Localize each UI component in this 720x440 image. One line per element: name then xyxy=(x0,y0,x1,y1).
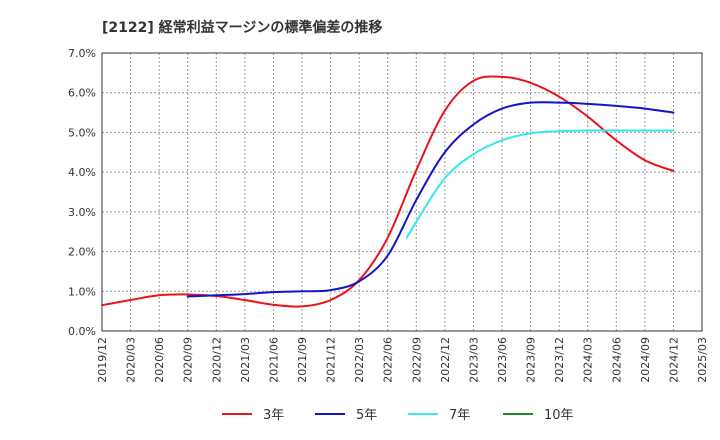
x-tick-label: 2024/12 xyxy=(667,337,680,383)
x-tick-label: 2020/06 xyxy=(153,337,166,383)
x-tick-label: 2020/12 xyxy=(210,337,223,383)
legend-label: 7年 xyxy=(449,408,470,423)
legend-label: 10年 xyxy=(544,408,574,423)
series-line-1 xyxy=(101,75,675,308)
x-tick-label: 2021/03 xyxy=(239,337,252,383)
grid xyxy=(101,52,703,332)
x-tick-label: 2023/06 xyxy=(496,337,509,383)
legend-label: 5年 xyxy=(356,408,377,423)
x-tick-label: 2019/12 xyxy=(96,337,109,383)
x-tick-label: 2023/12 xyxy=(553,337,566,383)
x-tick-label: 2020/03 xyxy=(125,337,138,383)
plot-frame xyxy=(101,52,703,332)
y-tick-label: 6.0% xyxy=(68,87,96,100)
x-tick-label: 2023/03 xyxy=(467,337,480,383)
y-axis: 0.0% 1.0% 2.0% 3.0% 4.0% 5.0% 6.0% 7.0% xyxy=(68,47,96,338)
legend: 3年 5年 7年 10年 xyxy=(222,408,574,423)
x-tick-label: 2020/09 xyxy=(182,337,195,383)
x-tick-label: 2024/09 xyxy=(639,337,652,383)
series-line-2 xyxy=(186,101,675,298)
y-tick-label: 7.0% xyxy=(68,47,96,60)
y-tick-label: 4.0% xyxy=(68,166,96,179)
series-line-3 xyxy=(405,129,675,239)
x-tick-label: 2021/12 xyxy=(325,337,338,383)
y-tick-label: 2.0% xyxy=(68,246,96,259)
y-tick-label: 5.0% xyxy=(68,126,96,139)
y-tick-label: 3.0% xyxy=(68,206,96,219)
x-tick-label: 2025/03 xyxy=(696,337,709,383)
series-group xyxy=(101,75,675,308)
x-tick-label: 2022/06 xyxy=(382,337,395,383)
x-axis: 2019/12 2020/03 2020/06 2020/09 2020/12 2021/… xyxy=(96,337,709,383)
x-tick-label: 2023/09 xyxy=(525,337,538,383)
x-tick-label: 2021/06 xyxy=(267,337,280,383)
y-tick-label: 0.0% xyxy=(68,325,96,338)
x-tick-label: 2024/03 xyxy=(582,337,595,383)
x-tick-label: 2024/06 xyxy=(610,337,623,383)
plot-area xyxy=(102,53,702,331)
x-tick-label: 2022/12 xyxy=(439,337,452,383)
x-tick-label: 2022/09 xyxy=(410,337,423,383)
legend-label: 3年 xyxy=(263,408,284,423)
chart-title: [2122] 経常利益マージンの標準偏差の推移 xyxy=(102,19,382,36)
x-tick-label: 2021/09 xyxy=(296,337,309,383)
x-tick-label: 2022/03 xyxy=(353,337,366,383)
y-tick-label: 1.0% xyxy=(68,285,96,298)
